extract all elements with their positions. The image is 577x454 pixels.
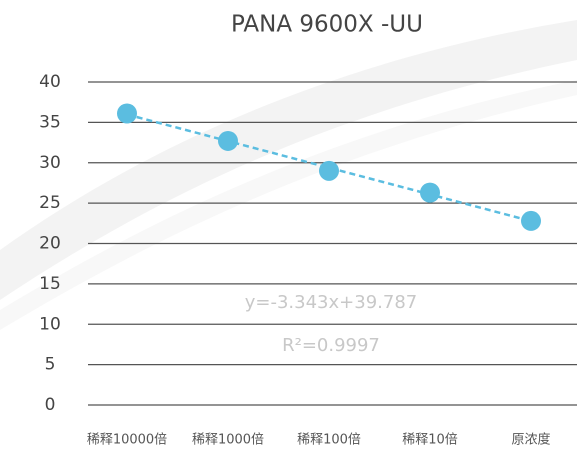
x-tick-label: 稀释10倍 [402,433,458,448]
y-tick-label: 15 [39,274,61,294]
y-tick-label: 10 [39,314,61,334]
data-point [319,160,339,181]
background-swoosh [0,80,577,330]
data-point [521,210,541,231]
y-tick-label: 5 [45,355,56,375]
data-point [117,103,137,124]
y-tick-label: 25 [39,193,61,213]
y-tick-label: 0 [45,395,56,415]
y-tick-label: 35 [39,112,61,132]
data-point [218,130,238,151]
x-tick-label: 稀释100倍 [297,433,361,448]
y-tick-label: 40 [39,72,61,92]
background-swoosh [0,20,577,300]
chart-title: PANA 9600X -UU [231,12,423,38]
y-tick-label: 20 [39,234,61,254]
x-tick-label: 稀释10000倍 [87,433,167,448]
x-tick-label: 稀释1000倍 [192,433,264,448]
x-tick-label: 原浓度 [511,432,550,448]
data-point [420,182,440,203]
annotation: R²=0.9997 [282,335,380,356]
annotation: y=-3.343x+39.787 [245,292,417,313]
y-tick-label: 30 [39,153,61,173]
